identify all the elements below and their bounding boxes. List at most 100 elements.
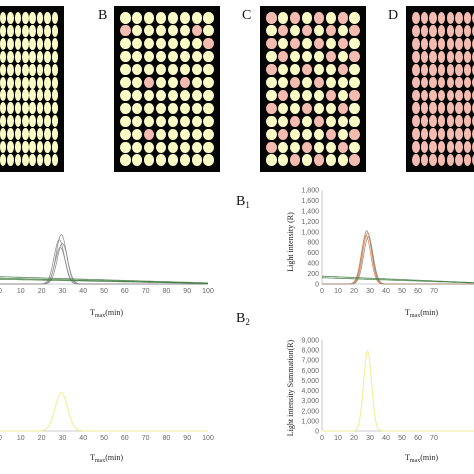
x-tick-A2-8: 80 [163, 435, 171, 442]
well-c-r4-c4 [313, 63, 325, 76]
well-c-r11-c7 [349, 154, 360, 166]
sublabel-b1-letter: B1 [236, 194, 250, 210]
well-c-r4-c2 [289, 63, 301, 76]
well-a-r8-c0 [0, 115, 7, 128]
well-b-r2-c4 [167, 37, 179, 50]
well-d-r8-c7 [472, 115, 474, 128]
well-d-r10-c6 [463, 141, 472, 154]
y-tick-B2-1: 1,000 [301, 418, 319, 425]
well-a-r0-c4 [29, 12, 36, 25]
well-b-r5-c3 [155, 76, 167, 89]
well-a-r1-c6 [44, 24, 51, 37]
x-tick-A1-1: 10 [17, 288, 25, 295]
well-c-r6-c7 [349, 89, 360, 102]
well-c-r3-c2 [289, 50, 301, 63]
well-a-r5-c1 [7, 76, 14, 89]
well-c-r7-c3 [301, 102, 313, 115]
well-c-r10-c2 [289, 141, 301, 154]
well-d-r7-c6 [463, 102, 472, 115]
well-b-r8-c7 [203, 115, 214, 128]
well-c-r4-c6 [337, 63, 349, 76]
well-c-r11-c0 [266, 154, 277, 166]
well-d-r6-c0 [412, 89, 420, 102]
well-plate-d [406, 6, 474, 172]
well-c-r10-c7 [349, 141, 360, 154]
well-a-r0-c0 [0, 12, 7, 25]
well-d-r6-c7 [472, 89, 474, 102]
well-d-r4-c3 [437, 63, 446, 76]
chart-b2: 0 10 20 30 40 50 60 70 0 1,000 2,000 3,000 4,000 5,00… [301, 338, 474, 442]
xlabel-b2: Tmax(min) [405, 453, 438, 464]
well-c-r10-c5 [325, 141, 337, 154]
panel-letter-d: D [388, 8, 399, 23]
well-b-r1-c6 [191, 24, 203, 37]
well-a-r6-c2 [14, 89, 22, 102]
well-d-r2-c2 [429, 37, 437, 50]
y-tick-B1-7: 1,400 [301, 208, 319, 215]
well-a-r11-c6 [44, 153, 51, 166]
well-b-r0-c5 [179, 12, 191, 24]
well-c-r3-c4 [313, 50, 325, 63]
well-a-r11-c0 [0, 153, 7, 166]
well-b-r3-c6 [191, 50, 203, 63]
well-c-r3-c0 [266, 50, 277, 63]
y-tick-B2-2: 2,000 [301, 408, 319, 415]
well-c-r10-c0 [266, 141, 277, 154]
well-a-r9-c0 [0, 128, 7, 141]
well-a-r8-c3 [22, 115, 29, 128]
well-b-r7-c7 [203, 102, 214, 115]
series-B1-4 [322, 275, 474, 284]
y-tick-B1-8: 1,600 [301, 198, 319, 205]
well-a-r3-c6 [44, 50, 51, 63]
well-b-r4-c4 [167, 63, 179, 76]
well-b-r11-c4 [167, 154, 179, 166]
well-b-r6-c4 [167, 89, 179, 102]
well-b-r1-c2 [143, 24, 155, 37]
well-c-r9-c3 [301, 128, 313, 141]
well-b-r9-c2 [143, 128, 155, 141]
well-a-r8-c7 [51, 115, 58, 128]
well-c-r5-c0 [266, 76, 277, 89]
well-c-r5-c5 [325, 76, 337, 89]
x-tick-A1-10: 100 [202, 288, 214, 295]
well-c-r6-c6 [337, 89, 349, 102]
well-c-r6-c5 [325, 89, 337, 102]
well-plate-b [114, 6, 220, 172]
xlabel-b1: Tmax(min) [405, 308, 438, 319]
well-d-r9-c6 [463, 128, 472, 141]
well-d-r7-c3 [437, 102, 446, 115]
well-a-r0-c3 [22, 12, 29, 25]
well-d-r0-c3 [437, 12, 446, 24]
well-a-r9-c6 [44, 128, 51, 141]
well-b-r7-c4 [167, 102, 179, 115]
well-plate-a [0, 6, 64, 172]
x-tick-B1-3: 30 [366, 288, 374, 295]
well-d-r5-c1 [420, 76, 429, 89]
well-b-r2-c6 [191, 37, 203, 50]
well-a-r4-c1 [7, 63, 14, 76]
well-a-r6-c1 [7, 89, 14, 102]
well-d-r0-c7 [472, 12, 474, 24]
well-b-r1-c5 [179, 24, 191, 37]
chart-b1: 0 10 20 30 40 50 60 70 0 200 400 600 800 1,000 1,200 1,… [301, 188, 474, 295]
well-b-r0-c3 [155, 12, 167, 24]
well-b-r6-c6 [191, 89, 203, 102]
well-b-r5-c4 [167, 76, 179, 89]
well-c-r8-c2 [289, 115, 301, 128]
well-a-r5-c0 [0, 76, 7, 89]
y-tick-B2-0: 0 [315, 429, 319, 436]
well-a-r11-c2 [14, 153, 22, 166]
well-c-r2-c5 [325, 37, 337, 50]
well-b-r0-c1 [131, 12, 143, 24]
well-a-r2-c4 [29, 37, 36, 50]
well-d-r9-c1 [420, 128, 429, 141]
well-d-r9-c3 [437, 128, 446, 141]
well-b-r8-c4 [167, 115, 179, 128]
well-a-r10-c0 [0, 141, 7, 154]
well-d-r11-c6 [463, 154, 472, 166]
well-d-r3-c0 [412, 50, 420, 63]
well-c-r5-c4 [313, 76, 325, 89]
well-c-r3-c6 [337, 50, 349, 63]
well-a-r11-c5 [36, 153, 44, 166]
well-b-r5-c6 [191, 76, 203, 89]
